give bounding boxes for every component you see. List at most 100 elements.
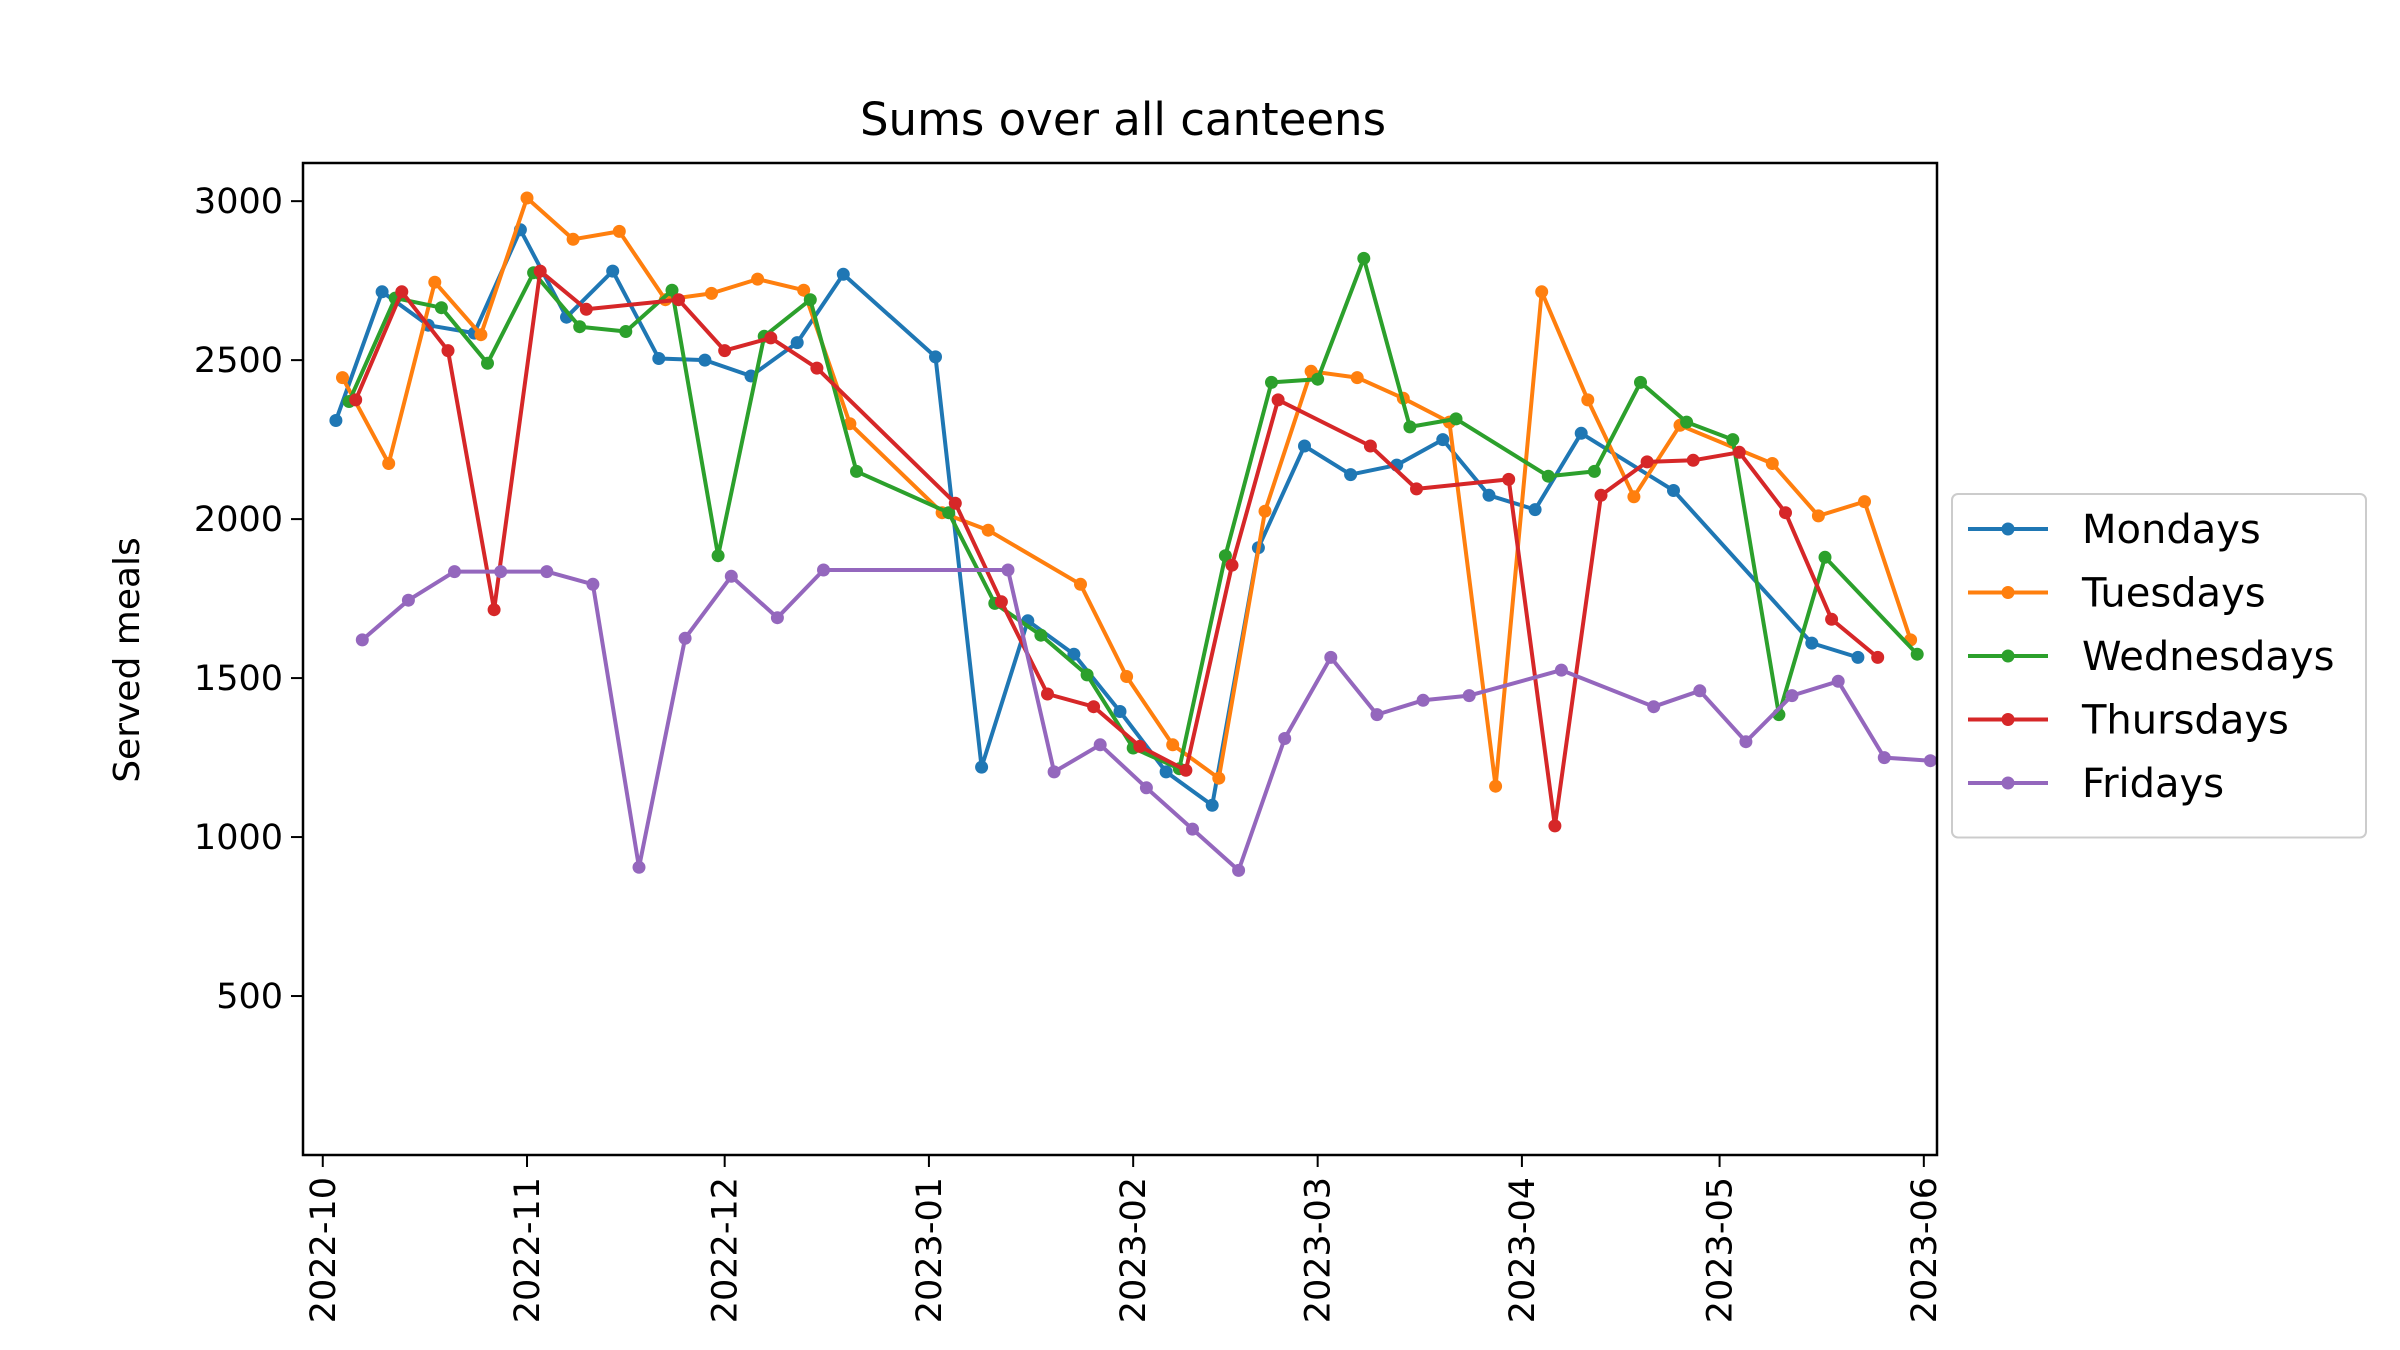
data-point xyxy=(1350,371,1364,385)
data-point xyxy=(1403,420,1417,434)
plot-frame xyxy=(301,161,1939,1157)
data-point xyxy=(434,301,448,315)
data-point xyxy=(1186,822,1199,836)
legend-label: Mondays xyxy=(2082,507,2261,553)
data-point xyxy=(520,191,534,205)
data-point xyxy=(612,224,626,238)
data-point xyxy=(1344,468,1358,482)
legend-item-tuesdays: Tuesdays xyxy=(1968,571,2266,617)
data-point xyxy=(1779,506,1792,520)
data-point xyxy=(711,549,725,563)
data-point xyxy=(770,611,784,625)
data-point xyxy=(566,232,580,246)
series-thursdays xyxy=(349,264,1885,833)
data-point xyxy=(705,286,718,300)
data-point xyxy=(1462,689,1476,703)
series-line-tuesdays xyxy=(340,196,1913,789)
y-tick-label: 2500 xyxy=(194,341,283,381)
data-point xyxy=(1357,251,1371,265)
legend-item-mondays: Mondays xyxy=(1968,507,2261,553)
data-point xyxy=(836,267,850,281)
data-point xyxy=(1041,687,1054,701)
x-tick-label: 2022-11 xyxy=(508,1177,548,1323)
data-point xyxy=(942,506,956,520)
data-point xyxy=(1667,484,1680,497)
x-tick-label: 2023-04 xyxy=(1503,1177,1543,1323)
y-tick-label: 3000 xyxy=(194,182,283,222)
data-point xyxy=(1034,628,1048,642)
data-point xyxy=(1693,684,1707,698)
data-point xyxy=(1831,674,1845,688)
legend-item-fridays: Fridays xyxy=(1968,761,2224,807)
x-tick-label: 2023-03 xyxy=(1299,1177,1339,1323)
data-point xyxy=(1001,563,1015,577)
legend-label: Tuesdays xyxy=(2081,571,2266,617)
legend-item-thursdays: Thursdays xyxy=(1968,698,2289,744)
data-point xyxy=(790,336,804,350)
data-point xyxy=(1436,433,1450,447)
data-point xyxy=(1489,779,1503,793)
data-point xyxy=(1647,700,1661,714)
data-point xyxy=(843,417,857,431)
legend: Mondays Tuesdays Wednesdays Thursdays Friday… xyxy=(1951,493,2367,839)
data-point xyxy=(533,264,547,278)
data-point xyxy=(1640,455,1654,469)
data-point xyxy=(1166,738,1180,752)
data-point xyxy=(606,264,620,278)
x-tick-label: 2023-05 xyxy=(1701,1177,1741,1323)
legend-label: Thursdays xyxy=(2081,698,2289,744)
data-point xyxy=(994,595,1008,609)
data-point xyxy=(1923,754,1937,768)
data-point xyxy=(1594,488,1608,502)
y-tick-label: 1000 xyxy=(194,818,283,858)
data-point xyxy=(336,371,349,385)
data-point xyxy=(1502,472,1516,486)
legend-marker xyxy=(2001,522,2015,536)
legend-marker xyxy=(2001,649,2015,663)
data-point xyxy=(981,523,995,537)
data-point xyxy=(1271,393,1285,407)
legend-marker xyxy=(2001,586,2015,599)
chart-title: Sums over all canteens xyxy=(860,93,1386,146)
data-point xyxy=(698,353,712,367)
data-point xyxy=(850,464,863,478)
data-point xyxy=(948,496,962,510)
data-point xyxy=(797,283,811,297)
x-axis: 2022-10 2022-11 2022-12 2023-01 2023-02 2023-… xyxy=(304,1155,1945,1323)
data-point xyxy=(1581,393,1595,407)
data-point xyxy=(375,285,389,299)
data-point xyxy=(619,325,633,338)
data-point xyxy=(573,320,587,334)
data-point xyxy=(1047,765,1061,779)
data-point xyxy=(817,563,830,577)
data-point xyxy=(975,760,989,774)
data-point xyxy=(1205,798,1219,812)
y-tick-label: 1500 xyxy=(194,659,283,699)
data-point xyxy=(810,361,824,375)
data-point xyxy=(1851,650,1865,664)
y-axis: 500 1000 1500 2000 2500 3000 xyxy=(194,182,303,1017)
series-tuesdays xyxy=(336,191,1918,793)
data-point xyxy=(1858,495,1871,509)
data-point xyxy=(1548,819,1562,833)
data-point xyxy=(724,569,738,583)
series-line-fridays xyxy=(360,568,1931,873)
data-point xyxy=(1634,375,1647,389)
data-point xyxy=(1232,863,1246,877)
series-mondays xyxy=(329,223,1865,812)
legend-label: Fridays xyxy=(2082,761,2224,807)
data-point xyxy=(1311,372,1325,386)
data-point xyxy=(672,293,686,307)
data-point xyxy=(1113,705,1127,718)
data-point xyxy=(1370,708,1384,722)
data-point xyxy=(803,293,817,307)
y-tick-label: 500 xyxy=(216,977,283,1017)
legend-box xyxy=(1951,493,2367,839)
data-point xyxy=(382,457,396,470)
data-point xyxy=(1587,464,1601,478)
x-tick-label: 2023-02 xyxy=(1114,1177,1154,1323)
data-point xyxy=(441,344,455,358)
data-point xyxy=(1067,647,1081,661)
data-point xyxy=(764,331,778,345)
